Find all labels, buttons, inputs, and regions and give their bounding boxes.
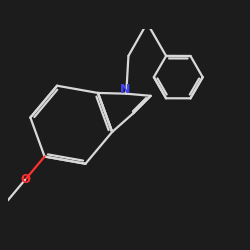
Text: N: N bbox=[120, 83, 130, 96]
Text: O: O bbox=[20, 174, 30, 186]
